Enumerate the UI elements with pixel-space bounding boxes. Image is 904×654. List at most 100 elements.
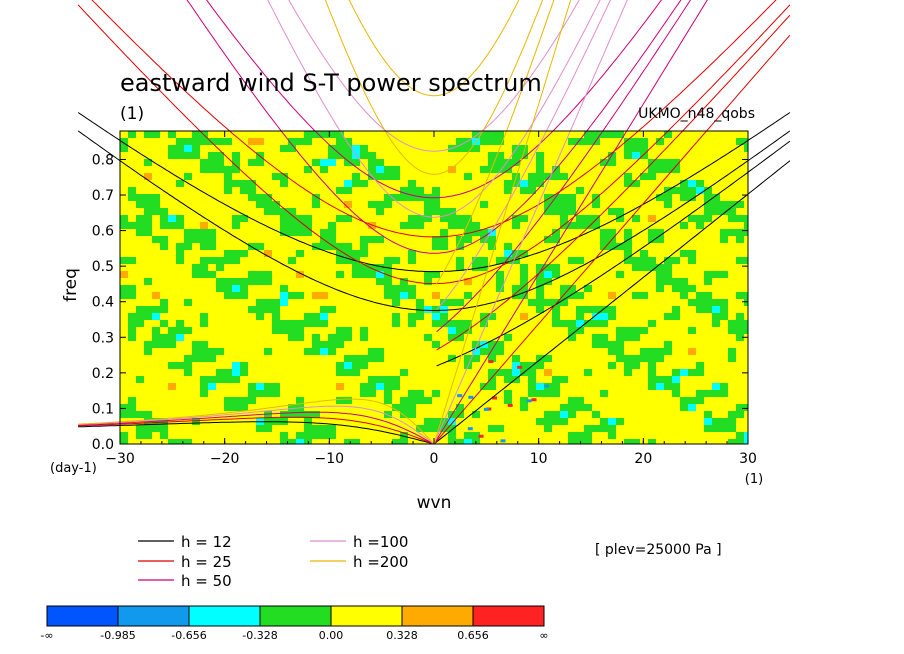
field-cell <box>344 215 352 222</box>
field-cell <box>296 138 304 145</box>
field-cell <box>720 229 728 236</box>
field-cell <box>680 292 688 299</box>
field-cell <box>480 257 488 264</box>
field-cell <box>256 278 264 285</box>
field-cell <box>392 313 400 320</box>
field-cell <box>136 229 144 236</box>
field-cell <box>624 229 632 236</box>
field-cell <box>688 299 696 306</box>
field-cell <box>200 138 208 145</box>
field-cell <box>328 236 336 243</box>
field-cell <box>136 411 144 418</box>
field-cell <box>608 131 616 138</box>
field-cell <box>728 348 736 355</box>
field-cell <box>440 215 448 222</box>
field-cell <box>240 397 248 404</box>
field-cell <box>592 334 600 341</box>
field-cell <box>208 383 216 390</box>
field-cell <box>176 320 184 327</box>
field-cell <box>608 208 616 215</box>
field-cell <box>416 425 424 432</box>
field-cell <box>328 306 336 313</box>
field-cell <box>576 432 584 439</box>
field-cell <box>656 285 664 292</box>
field-cell <box>232 397 240 404</box>
field-cell <box>160 243 168 250</box>
field-cell <box>624 327 632 334</box>
field-cell <box>552 299 560 306</box>
field-cell <box>744 327 748 334</box>
field-cell <box>216 159 224 166</box>
field-cell <box>656 355 664 362</box>
field-cell <box>688 285 696 292</box>
field-cell <box>696 215 704 222</box>
field-cell <box>184 229 192 236</box>
field-cell <box>296 411 304 418</box>
y-tick-label: 0.5 <box>92 259 114 275</box>
field-cell <box>560 222 568 229</box>
field-cell <box>392 166 400 173</box>
field-cell <box>288 229 296 236</box>
field-cell <box>688 369 696 376</box>
field-cell <box>696 369 704 376</box>
field-cell <box>224 376 232 383</box>
field-cell <box>440 299 448 306</box>
field-cell <box>432 313 440 320</box>
field-cell <box>720 299 728 306</box>
field-cell <box>408 194 416 201</box>
field-cell <box>432 341 440 348</box>
field-cell <box>432 390 440 397</box>
field-cell <box>296 432 304 439</box>
field-cell <box>200 257 208 264</box>
field-cell <box>192 355 200 362</box>
field-cell <box>400 187 408 194</box>
field-cell <box>552 306 560 313</box>
field-cell <box>392 320 400 327</box>
field-cell <box>496 278 504 285</box>
field-cell <box>680 397 688 404</box>
field-cell <box>544 278 552 285</box>
field-cell <box>168 341 176 348</box>
field-cell <box>680 194 688 201</box>
field-cell <box>616 334 624 341</box>
field-cell <box>488 152 496 159</box>
field-cell <box>488 360 494 364</box>
field-cell <box>680 369 688 376</box>
field-cell <box>408 390 416 397</box>
field-cell <box>536 278 544 285</box>
field-cell <box>304 166 312 173</box>
field-cell <box>392 299 400 306</box>
field-cell <box>656 166 664 173</box>
field-cell <box>208 166 216 173</box>
colorbar: -∞ -0.985 -0.656 -0.328 0.00 0.328 0.656 ∞ <box>40 605 549 642</box>
field-cell <box>384 166 392 173</box>
field-cell <box>552 229 560 236</box>
field-cell <box>624 355 632 362</box>
field-cell <box>744 432 748 439</box>
field-cell <box>384 397 392 404</box>
field-cell <box>184 439 192 444</box>
field-cell <box>392 383 400 390</box>
field-cell <box>296 439 304 444</box>
field-cell <box>248 187 256 194</box>
field-cell <box>272 383 280 390</box>
field-cell <box>640 138 648 145</box>
field-cell <box>672 369 680 376</box>
field-cell <box>704 418 712 425</box>
field-cell <box>560 285 568 292</box>
field-cell <box>464 173 472 180</box>
field-cell <box>464 355 472 362</box>
field-cell <box>296 250 304 257</box>
field-cell <box>360 327 368 334</box>
spectrum-field <box>120 131 748 444</box>
field-cell <box>296 222 304 229</box>
field-cell <box>240 404 248 411</box>
field-cell <box>696 222 704 229</box>
field-cell <box>496 369 504 376</box>
field-cell <box>736 327 744 334</box>
field-cell <box>624 362 632 369</box>
field-cell <box>560 404 568 411</box>
field-cell <box>576 404 584 411</box>
field-cell <box>320 313 328 320</box>
field-cell <box>416 194 424 201</box>
